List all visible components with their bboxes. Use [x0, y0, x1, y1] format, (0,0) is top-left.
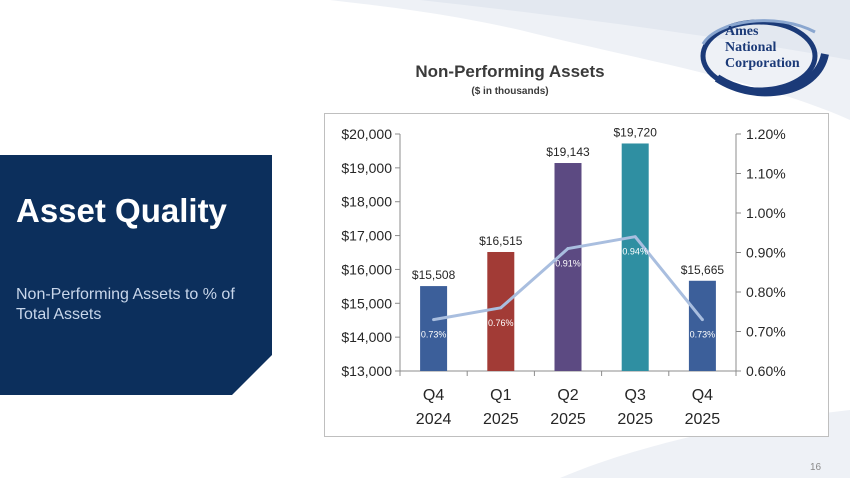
- percent-label: 0.73%: [690, 330, 716, 340]
- chart-container: $13,000 $14,000 $15,000 $16,000 $17,000 $18,0…: [324, 113, 829, 437]
- x-tick-label-year: 2025: [685, 411, 721, 428]
- percent-point: [633, 235, 637, 239]
- x-tick-label-quarter: Q4: [692, 387, 713, 404]
- x-tick-label-year: 2025: [617, 411, 653, 428]
- percent-label: 0.73%: [421, 330, 447, 340]
- percent-point: [700, 318, 704, 322]
- y-left-tick-label: $13,000: [341, 363, 392, 379]
- logo-line-3: Corporation: [725, 56, 800, 71]
- bar: [688, 280, 716, 371]
- y-left-tick-label: $18,000: [341, 194, 392, 210]
- y-left-tick-label: $14,000: [341, 329, 392, 345]
- y-left-tick-label: $17,000: [341, 228, 392, 244]
- section-panel: Asset Quality Non-Performing Assets to %…: [0, 155, 272, 395]
- percent-point: [566, 247, 570, 251]
- percent-label: 0.76%: [488, 318, 514, 328]
- x-tick-label-quarter: Q1: [490, 387, 511, 404]
- y-left-tick-label: $16,000: [341, 261, 392, 277]
- y-left-tick-label: $19,000: [341, 160, 392, 176]
- logo-text: Ames National Corporation: [725, 24, 800, 72]
- logo-line-2: National: [725, 40, 777, 55]
- logo-line-1: Ames: [725, 24, 759, 39]
- x-tick-label-quarter: Q3: [625, 387, 646, 404]
- percent-label: 0.91%: [555, 259, 581, 269]
- x-tick-label-year: 2025: [550, 411, 586, 428]
- section-title: Asset Quality: [16, 192, 227, 229]
- x-tick-label-year: 2025: [483, 411, 519, 428]
- chart-title: Non-Performing Assets: [415, 62, 605, 81]
- y-right-tick-label: 0.60%: [746, 363, 786, 379]
- x-tick-label-quarter: Q4: [423, 387, 444, 404]
- bar: [487, 251, 515, 371]
- y-right-tick-label: 1.10%: [746, 166, 786, 182]
- bar-value-label: $16,515: [479, 234, 523, 248]
- bar-value-label: $19,720: [614, 125, 658, 139]
- company-logo: Ames National Corporation: [697, 14, 829, 98]
- page-number: 16: [810, 462, 822, 473]
- y-left-tick-label: $20,000: [341, 126, 392, 142]
- percent-point: [432, 318, 436, 322]
- y-right-tick-label: 1.20%: [746, 126, 786, 142]
- y-right-tick-label: 0.80%: [746, 284, 786, 300]
- bar: [420, 286, 448, 371]
- bar-value-label: $19,143: [546, 145, 590, 159]
- chart-subtitle: ($ in thousands): [471, 86, 549, 97]
- y-right-tick-label: 0.70%: [746, 324, 786, 340]
- chart-svg: $13,000 $14,000 $15,000 $16,000 $17,000 $18,0…: [324, 113, 829, 437]
- y-right-tick-label: 1.00%: [746, 205, 786, 221]
- x-tick-label-quarter: Q2: [557, 387, 578, 404]
- percent-label: 0.94%: [622, 247, 648, 257]
- section-subtitle: Non-Performing Assets to % of Total Asse…: [16, 286, 235, 323]
- x-tick-label-year: 2024: [416, 411, 452, 428]
- y-right-tick-label: 0.90%: [746, 245, 786, 261]
- percent-point: [499, 306, 503, 310]
- y-left-tick-label: $15,000: [341, 295, 392, 311]
- bar: [554, 163, 582, 371]
- bar-value-label: $15,508: [412, 268, 456, 282]
- bar-value-label: $15,665: [681, 263, 725, 277]
- bar: [621, 143, 649, 371]
